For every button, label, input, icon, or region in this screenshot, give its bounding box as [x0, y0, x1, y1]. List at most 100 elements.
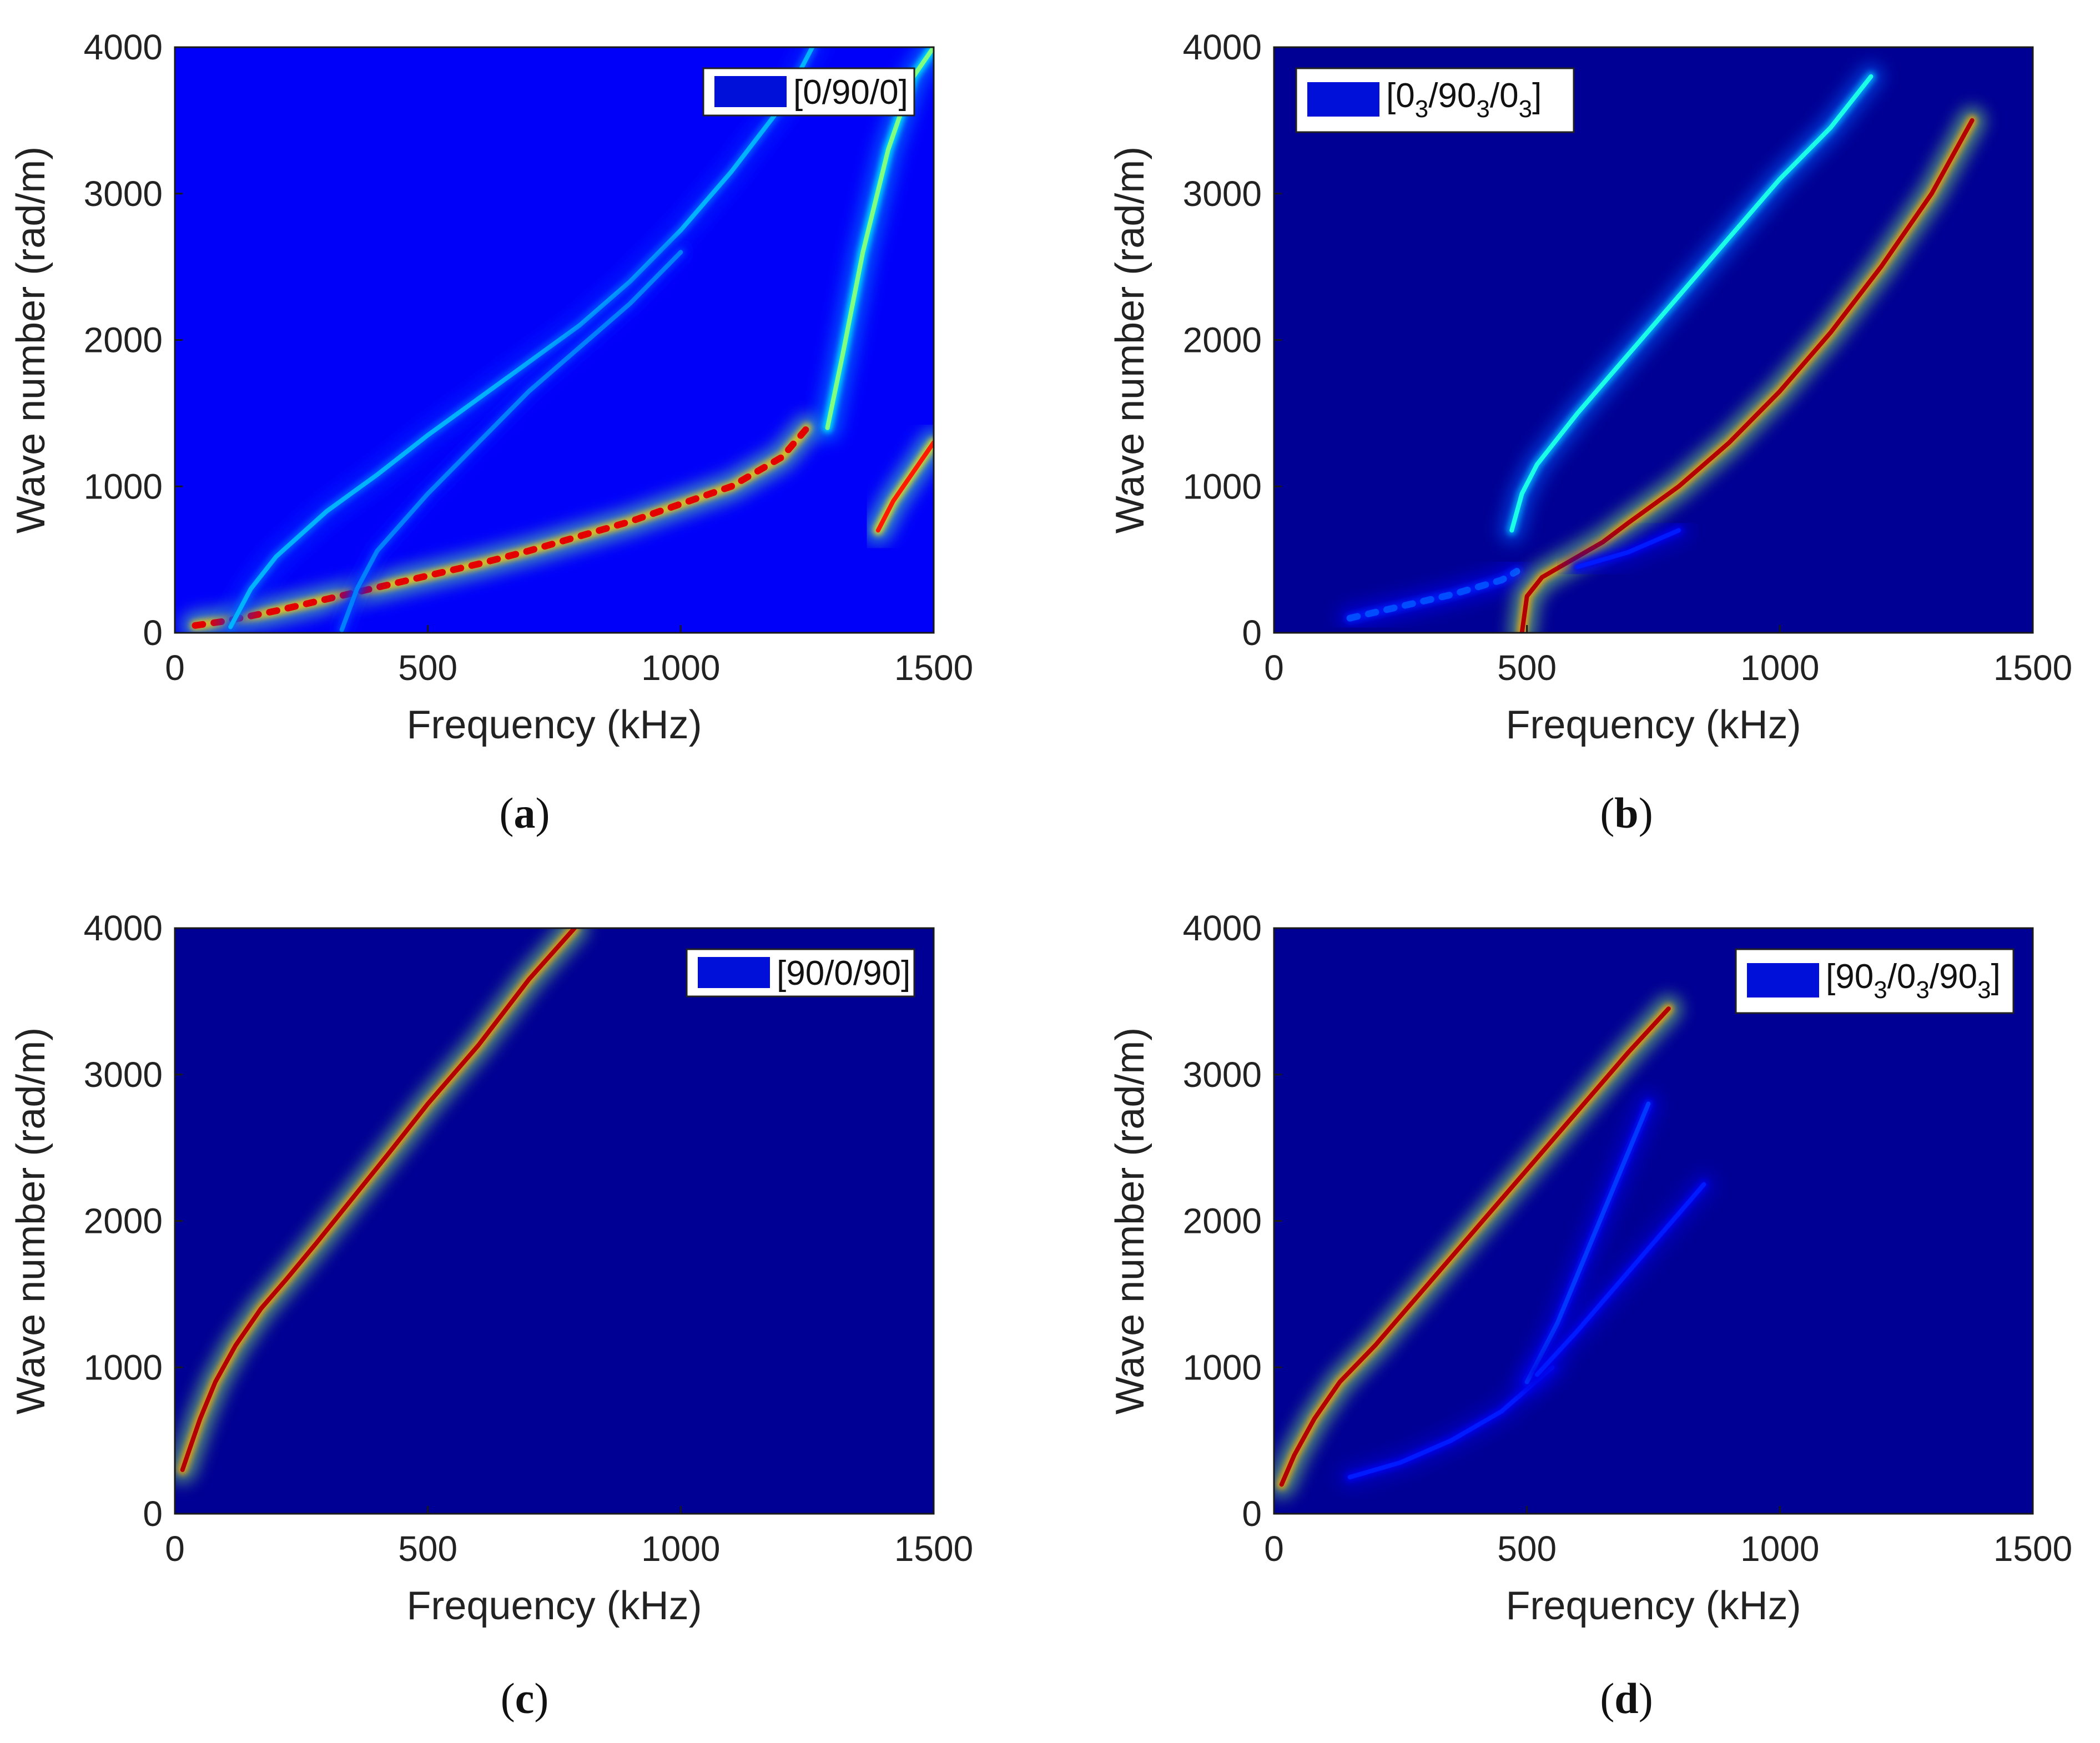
caption-a: (a) [414, 788, 636, 838]
y-axis-label: Wave number (rad/m) [9, 1027, 53, 1415]
legend-swatch [1747, 963, 1819, 998]
y-tick-label: 4000 [1183, 27, 1262, 67]
curve-core [825, 47, 934, 430]
y-tick-label: 4000 [84, 908, 163, 948]
x-tick-label: 1000 [1740, 1529, 1819, 1569]
curve-core [1575, 528, 1681, 570]
legend-label: [90/0/90] [777, 954, 910, 993]
caption-close: ) [1638, 1674, 1653, 1722]
x-axis-label: Frequency (kHz) [1505, 703, 1801, 747]
x-tick-label: 1500 [1993, 1529, 2072, 1569]
curve-core [339, 250, 683, 632]
legend: [03/903/03] [1295, 67, 1575, 133]
curve-SH1 [328, 239, 694, 633]
y-tick-label: 1000 [84, 466, 163, 506]
curve-faint-low [1336, 558, 1530, 632]
chart-panel-a: 0 500 1000 1500 0 1000 2000 3000 4000 Frequency (… [9, 27, 973, 747]
y-tick-label: 4000 [84, 27, 163, 67]
legend-label: [0/90/0] [793, 73, 908, 112]
x-tick-label: 1500 [894, 1529, 973, 1569]
plot-area [1274, 995, 1718, 1498]
chart-panel-d: 0 500 1000 1500 0 1000 2000 3000 4000 Frequency (… [1108, 908, 2072, 1628]
caption-open: ( [1600, 1674, 1615, 1722]
curve-core [1534, 1182, 1706, 1377]
y-tick-label: 2000 [1183, 320, 1262, 360]
curve-core [1524, 1101, 1651, 1384]
y-tick-label: 3000 [84, 1055, 163, 1095]
x-axis-label: Frequency (kHz) [1505, 1584, 1801, 1628]
legend: [90/0/90] [686, 948, 915, 998]
caption-open: ( [500, 1674, 515, 1722]
y-tick-label: 0 [143, 1494, 163, 1534]
legend-swatch [698, 957, 770, 988]
curve-core [180, 928, 577, 1472]
legend-swatch [1307, 82, 1379, 117]
y-tick-label: 1000 [84, 1347, 163, 1387]
x-tick-label: 1000 [641, 1529, 720, 1569]
x-tick-label: 500 [1497, 648, 1557, 688]
caption-letter: d [1614, 1674, 1639, 1722]
caption-close: ) [1638, 789, 1653, 837]
curve-core [1346, 568, 1520, 622]
y-tick-label: 4000 [1183, 908, 1262, 948]
x-tick-label: 0 [1264, 648, 1284, 688]
legend-label: [03/903/03] [1386, 77, 1542, 123]
curve-upper [1498, 63, 1885, 544]
curve-A1 [864, 429, 934, 544]
caption-close: ) [535, 789, 550, 837]
y-axis-label: Wave number (rad/m) [1108, 147, 1152, 534]
curve-core [1279, 1006, 1671, 1487]
curve-core [192, 424, 811, 629]
x-tick-label: 1000 [641, 648, 720, 688]
curve-core [1519, 118, 1975, 633]
curve-core [228, 47, 815, 629]
y-tick-label: 2000 [84, 1201, 163, 1241]
y-tick-label: 3000 [1183, 174, 1262, 214]
curve-cutoff [814, 47, 934, 441]
curve-A0 [1274, 995, 1682, 1498]
curve-A0 [175, 928, 588, 1483]
y-tick-label: 3000 [84, 174, 163, 214]
y-tick-label: 2000 [1183, 1201, 1262, 1241]
x-axis-label: Frequency (kHz) [406, 1584, 702, 1628]
caption-letter: c [515, 1674, 535, 1722]
x-axis-label: Frequency (kHz) [406, 703, 702, 747]
x-tick-label: 1500 [1993, 648, 2072, 688]
curve-core [1509, 74, 1874, 533]
plot-area [182, 47, 934, 633]
curve-core [875, 440, 934, 533]
x-tick-label: 1000 [1740, 648, 1819, 688]
legend: [0/90/0] [702, 67, 915, 117]
caption-d: (d) [1515, 1674, 1738, 1724]
legend-swatch [714, 76, 787, 107]
x-tick-label: 0 [1264, 1529, 1284, 1569]
curve-S0 [217, 47, 826, 633]
caption-letter: b [1614, 789, 1639, 837]
y-tick-label: 2000 [84, 320, 163, 360]
plot-background [175, 928, 934, 1514]
curve-faint-upper [1513, 1090, 1662, 1396]
curve-faint-right [1523, 1171, 1718, 1388]
plot-area [175, 928, 588, 1483]
y-axis-label: Wave number (rad/m) [1108, 1027, 1152, 1415]
chart-panel-c: 0 500 1000 1500 0 1000 2000 3000 4000 Frequency (… [9, 908, 973, 1628]
x-tick-label: 500 [1497, 1529, 1557, 1569]
y-axis-label: Wave number (rad/m) [9, 147, 53, 534]
legend-label: [903/03/903] [1826, 958, 2001, 1004]
y-tick-label: 3000 [1183, 1055, 1262, 1095]
caption-open: ( [499, 789, 514, 837]
curve-mid-faint [1564, 517, 1693, 581]
curve-lower [1508, 107, 1986, 633]
caption-letter: a [513, 789, 536, 837]
x-tick-label: 0 [165, 1529, 185, 1569]
caption-close: ) [534, 1674, 549, 1722]
x-tick-label: 500 [398, 648, 457, 688]
legend: [903/03/903] [1735, 948, 2015, 1014]
y-tick-label: 1000 [1183, 466, 1262, 506]
chart-panel-b: 0 500 1000 1500 0 1000 2000 3000 4000 Frequency (… [1108, 27, 2072, 747]
y-tick-label: 0 [1242, 613, 1262, 653]
y-tick-label: 0 [1242, 1494, 1262, 1534]
y-tick-label: 1000 [1183, 1347, 1262, 1387]
x-tick-label: 0 [165, 648, 185, 688]
